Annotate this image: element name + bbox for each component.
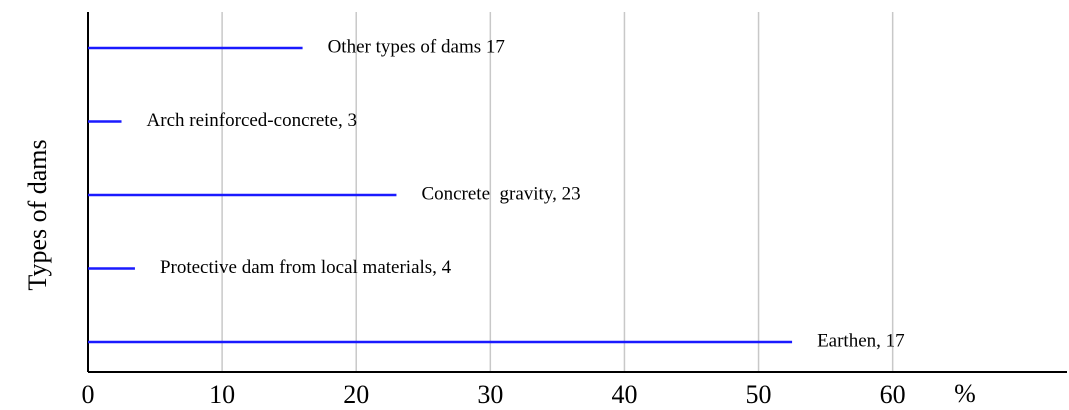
x-axis-label: % bbox=[954, 379, 976, 408]
bar-label: Arch reinforced-concrete, 3 bbox=[147, 110, 357, 131]
bar-label: Protective dam from local materials, 4 bbox=[160, 257, 452, 278]
x-tick-label: 20 bbox=[343, 380, 369, 409]
x-tick-label: 50 bbox=[746, 380, 772, 409]
bar-label: Concrete gravity, 23 bbox=[421, 183, 580, 204]
bar-label: Earthen, 17 bbox=[817, 330, 905, 351]
x-tick-label: 10 bbox=[209, 380, 235, 409]
x-tick-label: 40 bbox=[611, 380, 637, 409]
bar-label: Other types of dams 17 bbox=[328, 36, 505, 57]
x-tick-label: 60 bbox=[880, 380, 906, 409]
y-axis-label: Types of dams bbox=[23, 139, 52, 290]
x-tick-label: 0 bbox=[82, 380, 95, 409]
x-tick-label: 30 bbox=[477, 380, 503, 409]
